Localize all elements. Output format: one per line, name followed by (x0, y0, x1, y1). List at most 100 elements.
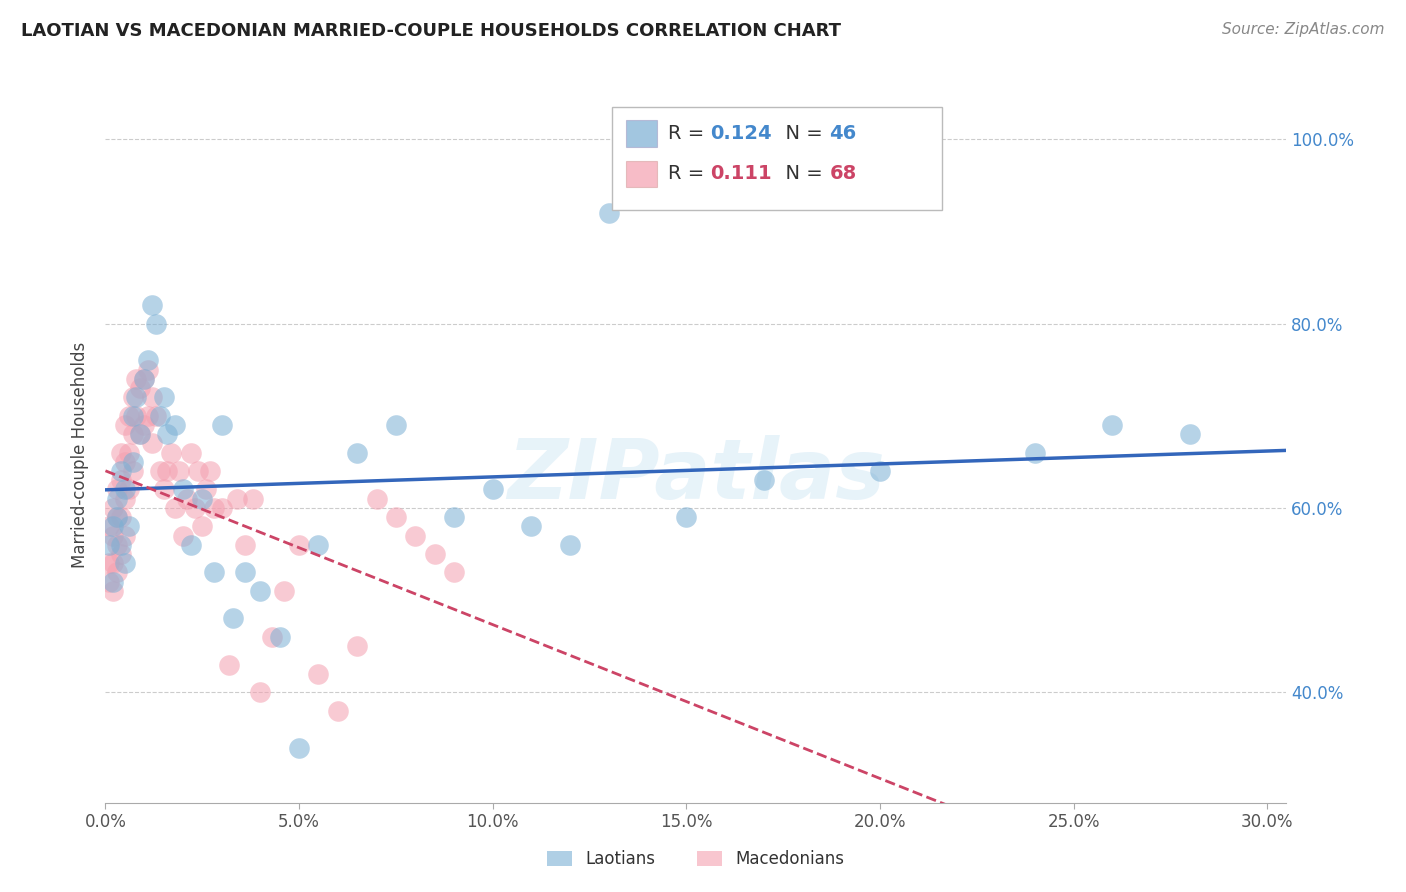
Point (346, 445, 368, 459)
Point (1178, 427, 1201, 442)
Point (260, 630, 283, 644)
Point (136, 353, 159, 368)
Point (202, 500, 225, 515)
Point (149, 409, 172, 423)
Point (149, 464, 172, 478)
Point (443, 510, 465, 524)
Text: LAOTIAN VS MACEDONIAN MARRIED-COUPLE HOUSEHOLDS CORRELATION CHART: LAOTIAN VS MACEDONIAN MARRIED-COUPLE HOU… (21, 22, 841, 40)
Point (103, 519, 125, 533)
Text: 0.124: 0.124 (710, 124, 772, 144)
Point (121, 390, 143, 404)
Point (226, 491, 249, 506)
Point (160, 445, 183, 459)
Point (288, 740, 311, 755)
Text: ZIPatlas: ZIPatlas (508, 435, 884, 516)
Point (125, 390, 148, 404)
Point (141, 390, 163, 404)
Point (129, 381, 152, 395)
Point (103, 556, 125, 570)
Point (103, 574, 125, 589)
Point (269, 630, 291, 644)
Point (187, 464, 209, 478)
Point (105, 510, 128, 524)
Point (114, 528, 136, 542)
Point (242, 491, 264, 506)
Point (598, 206, 620, 220)
Point (105, 538, 128, 552)
Point (110, 473, 132, 487)
Point (121, 455, 143, 469)
Point (121, 427, 143, 442)
Point (129, 427, 152, 442)
Point (273, 583, 295, 598)
Point (121, 409, 143, 423)
Point (385, 510, 408, 524)
Point (152, 483, 174, 497)
Point (176, 491, 198, 506)
Point (141, 298, 163, 312)
Point (136, 362, 159, 376)
Point (110, 547, 132, 561)
Text: Source: ZipAtlas.com: Source: ZipAtlas.com (1222, 22, 1385, 37)
Point (180, 538, 202, 552)
Point (191, 519, 214, 533)
Point (202, 566, 225, 580)
Point (110, 510, 132, 524)
Point (105, 491, 128, 506)
Text: N =: N = (773, 164, 830, 184)
Point (558, 538, 581, 552)
Point (167, 464, 190, 478)
Point (233, 538, 256, 552)
Point (98, 556, 121, 570)
Point (105, 510, 128, 524)
Legend: Laotians, Macedonians: Laotians, Macedonians (541, 843, 851, 874)
Point (103, 500, 125, 515)
Point (105, 566, 128, 580)
Point (103, 528, 125, 542)
Point (141, 436, 163, 450)
Point (98, 519, 121, 533)
Point (145, 409, 167, 423)
Point (520, 519, 543, 533)
Point (156, 427, 179, 442)
Point (1024, 445, 1046, 459)
Point (346, 639, 368, 653)
Point (481, 483, 503, 497)
Point (443, 566, 465, 580)
Point (172, 528, 194, 542)
Point (211, 500, 233, 515)
Point (869, 464, 891, 478)
Point (134, 417, 156, 432)
Point (98, 574, 121, 589)
Point (125, 409, 148, 423)
Point (110, 538, 132, 552)
Point (114, 455, 136, 469)
Point (233, 566, 256, 580)
Point (129, 427, 152, 442)
Text: R =: R = (668, 124, 710, 144)
Point (249, 685, 271, 699)
Point (218, 657, 240, 672)
Point (1101, 417, 1123, 432)
Point (134, 372, 156, 386)
Point (423, 547, 446, 561)
Point (118, 445, 141, 459)
Point (125, 372, 148, 386)
Y-axis label: Married-couple Households: Married-couple Households (72, 342, 90, 568)
Text: 68: 68 (830, 164, 856, 184)
Point (103, 583, 125, 598)
Point (110, 445, 132, 459)
Point (156, 464, 179, 478)
Point (114, 417, 136, 432)
Point (118, 409, 141, 423)
Point (152, 390, 174, 404)
Point (326, 704, 349, 718)
Point (121, 464, 143, 478)
Point (145, 317, 167, 331)
Point (110, 464, 132, 478)
Point (211, 417, 233, 432)
Point (222, 611, 245, 625)
Point (98, 538, 121, 552)
Point (105, 483, 128, 497)
Point (366, 491, 388, 506)
